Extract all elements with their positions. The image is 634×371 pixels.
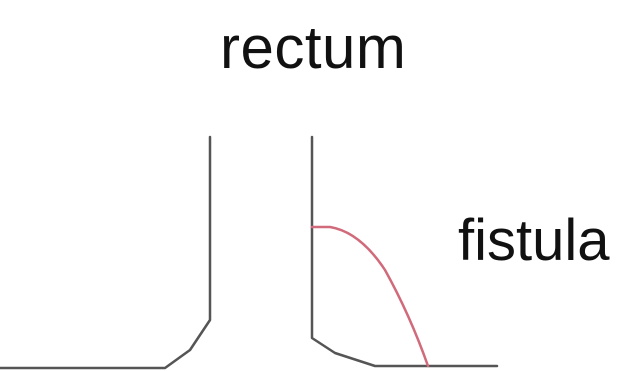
- fistula-label: fistula: [458, 208, 610, 273]
- rectum-left-wall: [0, 135, 212, 370]
- fistula-tract: [310, 225, 430, 368]
- rectum-right-wall: [310, 135, 499, 368]
- rectum-label: rectum: [220, 14, 407, 81]
